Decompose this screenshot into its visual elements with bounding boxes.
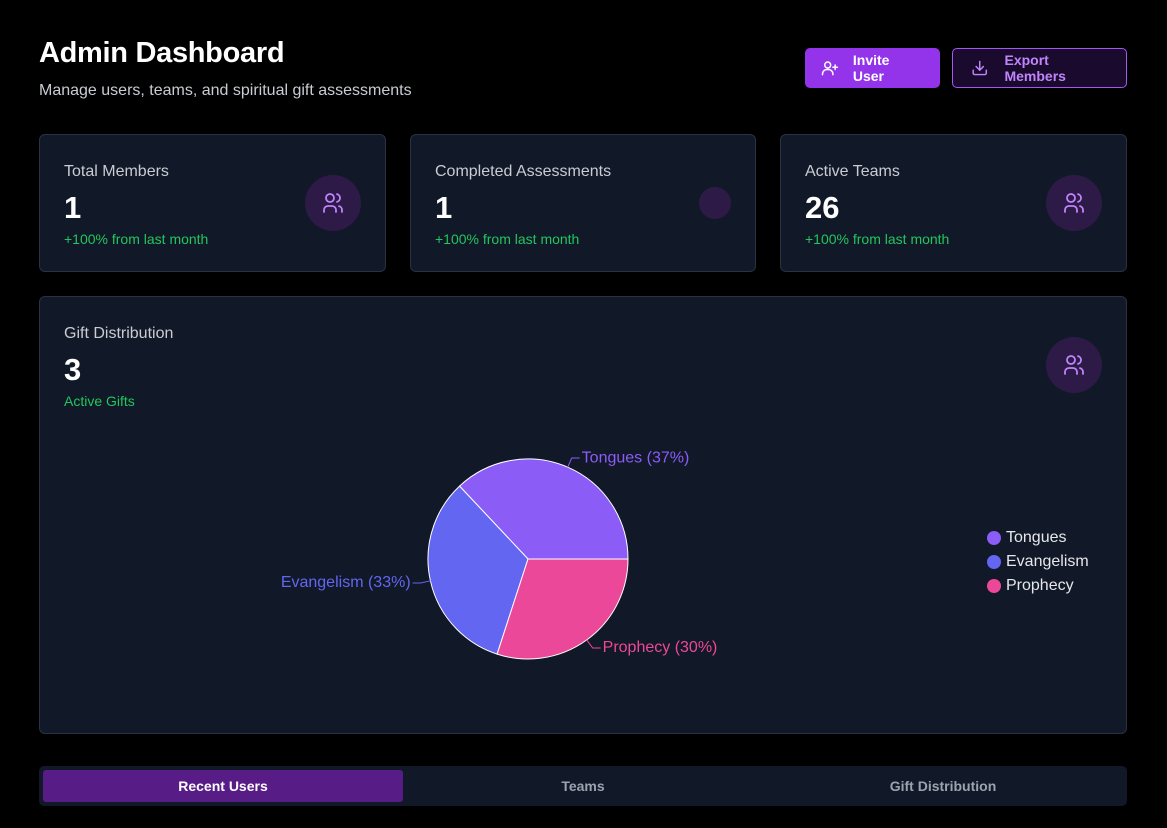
pie-slice-evangelism[interactable]: [427, 485, 529, 655]
pie-label-line-prophecy: [586, 639, 601, 649]
stat-value: 1: [435, 190, 453, 225]
legend-label: Evangelism: [1006, 553, 1089, 570]
stat-card-active-teams: Active Teams 26 +100% from last month: [780, 134, 1127, 272]
stat-change: +100% from last month: [805, 231, 950, 247]
gift-distribution-card: Gift Distribution 3 Active Gifts Tongues…: [39, 296, 1127, 734]
chart-legend: Tongues Evangelism Prophecy: [987, 526, 1089, 598]
tab-bar: Recent Users Teams Gift Distribution: [39, 766, 1127, 806]
legend-swatch: [987, 579, 1001, 593]
stat-label: Active Teams: [805, 163, 900, 180]
stat-value: 1: [64, 190, 82, 225]
stat-label: Total Members: [64, 163, 169, 180]
users-icon: [1046, 175, 1102, 231]
users-icon: [305, 175, 361, 231]
tab-teams[interactable]: Teams: [561, 778, 605, 794]
gift-pie-chart: Tongues (37%) Evangelism (33%) Prophecy (3…: [281, 449, 718, 660]
user-plus-icon: [821, 61, 839, 76]
invite-user-button[interactable]: Invite User: [805, 48, 940, 88]
pie-label-line-tongues: [567, 457, 580, 468]
gift-card-sublabel: Active Gifts: [64, 393, 135, 409]
export-members-button[interactable]: Export Members: [952, 48, 1127, 88]
gift-card-value: 3: [64, 352, 82, 387]
legend-swatch: [987, 531, 1001, 545]
export-members-label: Export Members: [1004, 52, 1066, 84]
legend-item-evangelism[interactable]: Evangelism: [987, 550, 1089, 574]
pie-slice-prophecy[interactable]: [496, 558, 629, 660]
stat-card-total-members: Total Members 1 +100% from last month: [39, 134, 386, 272]
page-subtitle: Manage users, teams, and spiritual gift …: [39, 82, 412, 99]
legend-item-tongues[interactable]: Tongues: [987, 526, 1089, 550]
legend-label: Prophecy: [1006, 577, 1074, 594]
stat-value: 26: [805, 190, 840, 225]
pie-label-prophecy: Prophecy (30%): [603, 639, 718, 656]
stat-label: Completed Assessments: [435, 163, 612, 180]
page-header: Admin Dashboard Manage users, teams, and…: [39, 36, 1127, 106]
tab-recent-users[interactable]: Recent Users: [43, 770, 403, 802]
stat-change: +100% from last month: [435, 231, 580, 247]
pie-label-line-evangelism: [412, 580, 431, 584]
stat-card-completed-assessments: Completed Assessments 1 +100% from last …: [410, 134, 756, 272]
page-title: Admin Dashboard: [39, 37, 285, 69]
users-icon: [1046, 337, 1102, 393]
download-icon: [972, 60, 988, 76]
legend-item-prophecy[interactable]: Prophecy: [987, 574, 1089, 598]
legend-label: Tongues: [1006, 529, 1067, 546]
legend-swatch: [987, 555, 1001, 569]
pie-label-evangelism: Evangelism (33%): [281, 574, 411, 591]
placeholder-icon: [699, 187, 731, 219]
header-actions: Invite User Export Members: [805, 48, 1127, 88]
stat-change: +100% from last month: [64, 231, 209, 247]
gift-card-label: Gift Distribution: [64, 325, 174, 342]
pie-label-tongues: Tongues (37%): [582, 449, 690, 466]
invite-user-label: Invite User: [852, 52, 890, 84]
tab-gift-distribution[interactable]: Gift Distribution: [889, 778, 997, 794]
